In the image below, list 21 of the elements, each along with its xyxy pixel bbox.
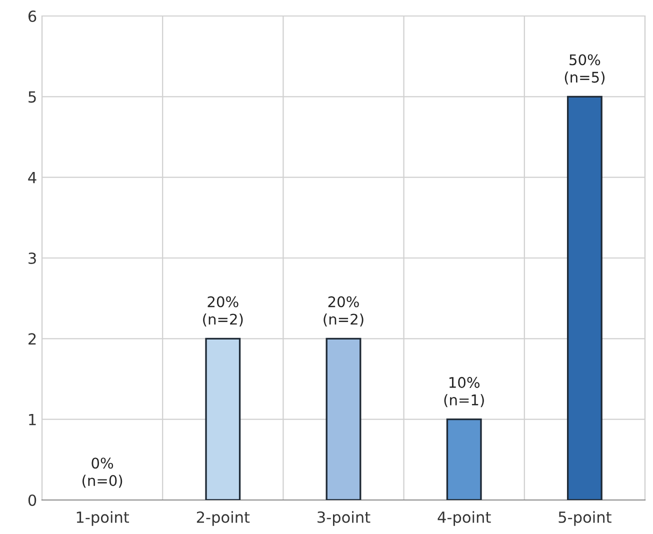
bar	[566, 96, 602, 500]
y-tick-label: 0	[28, 494, 36, 506]
y-tick-label: 3	[28, 252, 36, 264]
y-tick-label: 1	[29, 414, 36, 426]
data-label: 50% (n=5)	[564, 54, 605, 84]
x-tick-label: 2-point	[196, 511, 250, 526]
y-tick-label: 6	[28, 10, 36, 22]
x-tick-label: 1-point	[76, 511, 130, 526]
x-tick-label: 4-point	[438, 511, 491, 526]
y-tick-label: 5	[28, 91, 36, 103]
y-tick-label: 4	[28, 172, 36, 184]
data-label: 20% (n=2)	[203, 296, 243, 326]
bar	[446, 418, 482, 500]
x-tick-label: 3-point	[318, 511, 370, 526]
data-label: 10% (n=1)	[444, 376, 484, 408]
x-tick-label: 5-point	[558, 511, 612, 526]
bar	[205, 338, 241, 500]
bar	[326, 338, 362, 500]
data-label: 20% (n=2)	[324, 296, 364, 326]
y-tick-label: 2	[28, 333, 36, 344]
data-label: 0% (n=0)	[82, 458, 122, 488]
